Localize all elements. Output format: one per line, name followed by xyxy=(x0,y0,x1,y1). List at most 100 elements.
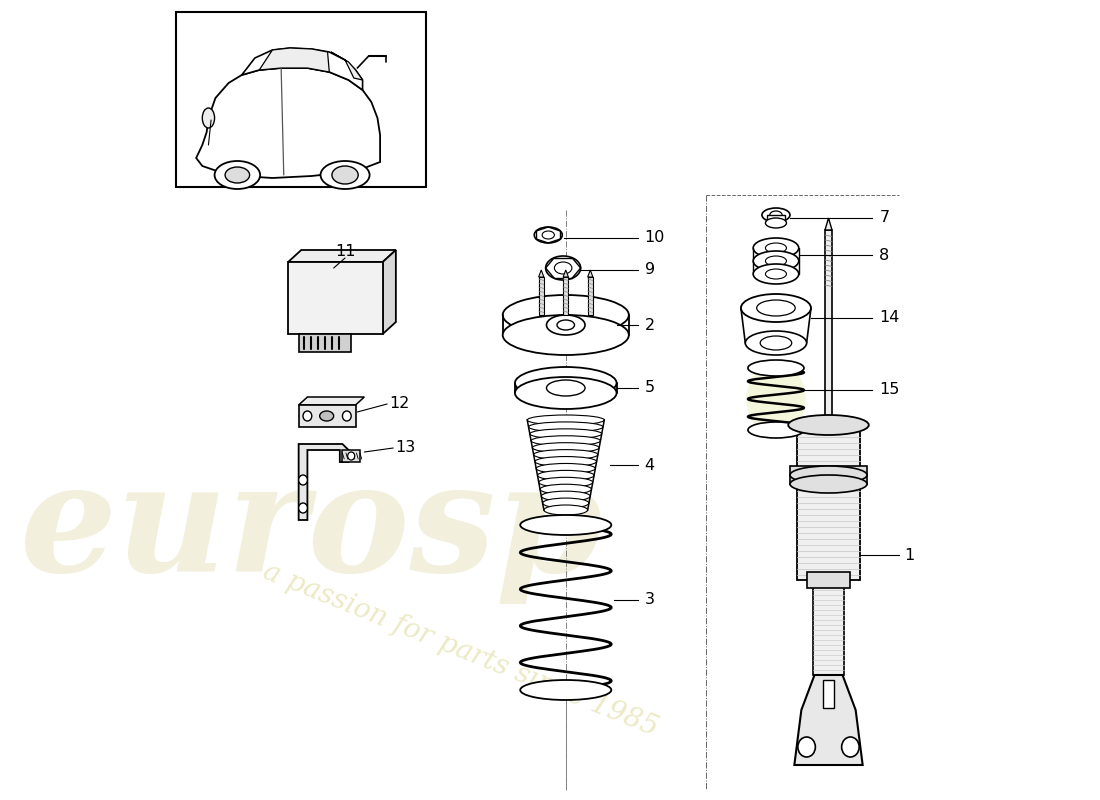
Ellipse shape xyxy=(539,478,593,487)
Polygon shape xyxy=(242,48,363,90)
Ellipse shape xyxy=(757,300,795,316)
Bar xyxy=(288,262,383,334)
Text: 3: 3 xyxy=(645,593,654,607)
Bar xyxy=(813,580,845,675)
Ellipse shape xyxy=(298,503,307,513)
Ellipse shape xyxy=(754,238,799,258)
Text: 4: 4 xyxy=(645,458,654,473)
Ellipse shape xyxy=(741,294,811,322)
Ellipse shape xyxy=(542,231,554,239)
Ellipse shape xyxy=(766,218,786,228)
Ellipse shape xyxy=(547,315,585,335)
Polygon shape xyxy=(298,444,349,520)
Ellipse shape xyxy=(520,515,612,535)
Ellipse shape xyxy=(302,411,311,421)
Text: 12: 12 xyxy=(389,397,409,411)
Ellipse shape xyxy=(531,436,601,446)
Text: 15: 15 xyxy=(879,382,900,398)
Ellipse shape xyxy=(546,256,581,280)
Ellipse shape xyxy=(320,411,333,421)
Ellipse shape xyxy=(754,264,799,284)
Ellipse shape xyxy=(342,411,351,421)
Ellipse shape xyxy=(202,108,215,128)
Ellipse shape xyxy=(789,415,869,435)
Polygon shape xyxy=(196,68,381,178)
Ellipse shape xyxy=(515,377,617,409)
Bar xyxy=(823,680,834,708)
Ellipse shape xyxy=(515,367,617,399)
Polygon shape xyxy=(331,52,363,80)
Ellipse shape xyxy=(762,208,790,222)
Ellipse shape xyxy=(534,450,598,460)
Ellipse shape xyxy=(528,422,603,432)
Text: a passion for parts since 1985: a passion for parts since 1985 xyxy=(260,558,662,742)
Ellipse shape xyxy=(535,457,596,466)
Bar xyxy=(563,277,569,315)
Polygon shape xyxy=(794,675,862,765)
Ellipse shape xyxy=(214,161,260,189)
Ellipse shape xyxy=(790,475,867,493)
Ellipse shape xyxy=(332,166,359,184)
Bar xyxy=(825,230,832,420)
Ellipse shape xyxy=(320,161,370,189)
Ellipse shape xyxy=(503,315,629,355)
Ellipse shape xyxy=(746,363,805,435)
Ellipse shape xyxy=(554,262,572,274)
Text: 11: 11 xyxy=(334,245,355,259)
Ellipse shape xyxy=(760,336,792,350)
Bar xyxy=(176,12,426,187)
Polygon shape xyxy=(260,48,329,72)
Ellipse shape xyxy=(527,415,604,425)
Bar xyxy=(790,466,867,484)
Text: 7: 7 xyxy=(879,210,890,226)
Polygon shape xyxy=(825,218,832,230)
Ellipse shape xyxy=(226,167,250,183)
Polygon shape xyxy=(288,250,396,262)
Ellipse shape xyxy=(798,737,815,757)
Ellipse shape xyxy=(766,269,786,279)
Polygon shape xyxy=(563,270,569,277)
Bar xyxy=(298,405,355,427)
Bar xyxy=(539,277,543,315)
Ellipse shape xyxy=(348,452,354,460)
Ellipse shape xyxy=(748,360,804,376)
Polygon shape xyxy=(587,270,593,277)
Ellipse shape xyxy=(770,211,782,219)
Bar xyxy=(798,420,860,580)
Text: 10: 10 xyxy=(645,230,665,246)
Ellipse shape xyxy=(536,463,595,474)
Text: 2: 2 xyxy=(645,318,654,333)
Text: 9: 9 xyxy=(645,262,654,278)
Ellipse shape xyxy=(557,320,574,330)
Ellipse shape xyxy=(542,498,588,508)
Ellipse shape xyxy=(842,737,859,757)
Ellipse shape xyxy=(540,484,592,494)
Ellipse shape xyxy=(298,475,307,485)
Text: eurosp: eurosp xyxy=(20,455,604,605)
Text: 1: 1 xyxy=(904,547,915,562)
Ellipse shape xyxy=(547,380,585,396)
Ellipse shape xyxy=(503,295,629,335)
Bar xyxy=(342,450,360,462)
Ellipse shape xyxy=(790,466,867,484)
Polygon shape xyxy=(298,397,364,405)
Ellipse shape xyxy=(746,331,806,355)
Ellipse shape xyxy=(520,680,612,700)
Ellipse shape xyxy=(532,442,600,453)
Text: 13: 13 xyxy=(395,441,415,455)
Text: 14: 14 xyxy=(879,310,900,326)
Ellipse shape xyxy=(538,470,594,480)
Text: 8: 8 xyxy=(879,247,890,262)
Polygon shape xyxy=(539,270,543,277)
Ellipse shape xyxy=(535,227,562,243)
Ellipse shape xyxy=(754,251,799,271)
Ellipse shape xyxy=(748,422,804,438)
Ellipse shape xyxy=(766,256,786,266)
Text: 5: 5 xyxy=(645,381,654,395)
Ellipse shape xyxy=(543,505,587,515)
Ellipse shape xyxy=(541,491,591,501)
Bar xyxy=(767,215,784,223)
Polygon shape xyxy=(383,250,396,334)
Bar xyxy=(298,334,351,352)
Bar xyxy=(587,277,593,315)
